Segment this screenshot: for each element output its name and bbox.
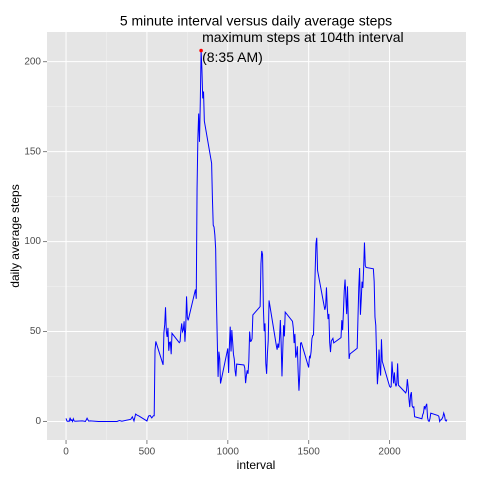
y-tick-label: 200 [24,56,41,67]
annotation-point [199,48,203,53]
plot-panel [47,32,466,440]
x-tick-label: 1000 [217,447,240,458]
data-line [65,50,448,423]
annotation-text: maximum steps at 104th interval [202,29,404,45]
x-axis-title: interval [237,458,276,472]
y-tick-label: 50 [30,326,42,337]
x-tick-label: 0 [63,447,69,458]
y-tick-label: 0 [35,416,41,427]
x-tick-label: 2000 [378,447,401,458]
chart-title: 5 minute interval versus daily average s… [120,13,392,29]
y-tick-label: 150 [24,146,41,157]
y-axis-title: daily average steps [8,184,22,287]
annotation-text: (8:35 AM) [202,49,263,65]
y-tick-label: 100 [24,236,41,247]
x-tick-label: 1500 [298,447,321,458]
x-tick-label: 500 [139,447,156,458]
